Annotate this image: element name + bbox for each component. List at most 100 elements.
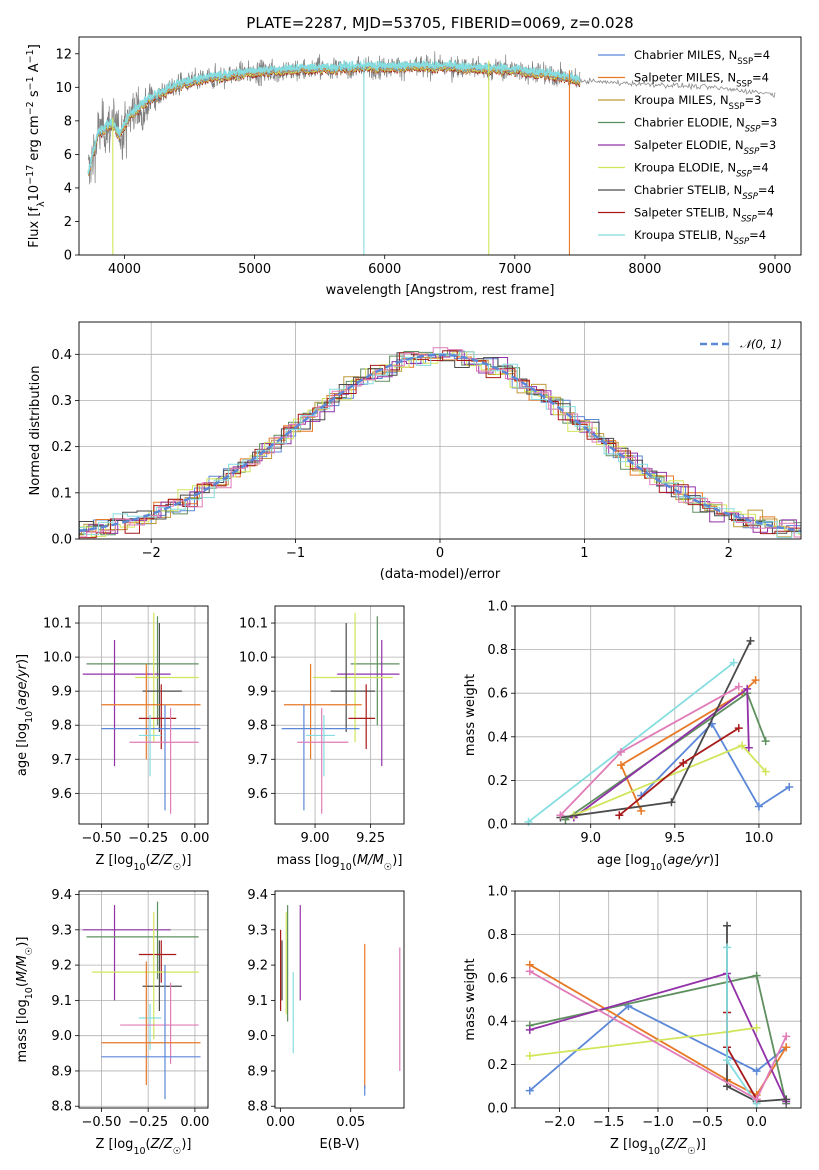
y-tick-label: 10.1 <box>239 617 268 632</box>
y-tick-label: 9.0 <box>51 1029 72 1044</box>
y-tick-label: 2 <box>64 215 72 230</box>
weight-point-marker <box>734 724 743 733</box>
axes-frame <box>514 605 802 825</box>
y-tick-label: 9.8 <box>247 719 268 734</box>
y-tick-label: 0.2 <box>487 1058 508 1073</box>
normal-reference-curve <box>78 353 802 533</box>
axes-frame <box>78 36 802 256</box>
weight-point-marker <box>752 1095 761 1104</box>
weight-point-marker <box>723 943 732 952</box>
y-tick-label: 6 <box>64 148 72 163</box>
y-tick-label: 9.6 <box>51 787 72 802</box>
legend-label: Chabrier ELODIE, NSSP=3 <box>634 116 777 135</box>
weight-point-marker <box>729 658 738 667</box>
x-tick-label: −0.50 <box>82 1115 122 1130</box>
y-tick-label: 0.4 <box>487 730 508 745</box>
weight-point-marker <box>761 767 770 776</box>
weight-point-marker <box>637 806 646 815</box>
weight-point-marker <box>734 682 743 691</box>
y-tick-label: 8.8 <box>51 1100 72 1115</box>
x-tick-label: 9.0 <box>580 831 601 846</box>
weight-point-marker <box>752 1023 761 1032</box>
x-axis-label: age [log10(age/yr)] <box>597 853 719 873</box>
weight-point-marker <box>744 743 753 752</box>
y-tick-label: 0.1 <box>51 486 72 501</box>
x-tick-label: 0 <box>436 546 444 561</box>
x-tick-label: −0.25 <box>128 1115 168 1130</box>
z-mass-panel: −0.50 −0.25 0.00 8.8 8.9 9.0 9.1 9.2 9.3 9.4 Z [lo… <box>15 888 209 1156</box>
weight-point-marker <box>751 676 760 685</box>
y-tick-label: 9.7 <box>247 753 268 768</box>
weight-point-marker <box>525 1086 534 1095</box>
model-tail-line <box>579 77 776 99</box>
legend-label: Kroupa ELODIE, NSSP=4 <box>634 161 769 180</box>
x-tick-label: −1 <box>286 546 305 561</box>
legend-label: 𝒩(0, 1) <box>740 337 782 351</box>
weight-point-marker <box>525 967 534 976</box>
x-tick-label: −2 <box>142 546 161 561</box>
weight-series-line <box>529 1004 787 1092</box>
weight-point-marker <box>679 758 688 767</box>
y-tick-label: 9.7 <box>51 753 72 768</box>
weight-point-marker <box>525 1025 534 1034</box>
y-tick-label: 9.4 <box>51 888 72 903</box>
y-axis-label: Flux [fλ10−17 erg cm−2 s−1 A−1] <box>25 44 47 248</box>
y-axis-label: mass weight <box>463 958 478 1040</box>
x-tick-label: −1.0 <box>642 1115 674 1130</box>
model-spectrum-line <box>87 59 581 175</box>
weight-point-marker <box>782 1043 791 1052</box>
y-tick-label: 0.0 <box>487 1102 508 1117</box>
y-axis-label: Normed distribution <box>28 366 43 496</box>
y-tick-label: 8.9 <box>247 1064 268 1079</box>
y-tick-label: 9.9 <box>247 685 268 700</box>
y-tick-label: 0.6 <box>487 687 508 702</box>
x-tick-label: −0.5 <box>692 1115 724 1130</box>
y-tick-label: 0.4 <box>51 348 72 363</box>
y-tick-label: 9.4 <box>247 888 268 903</box>
x-tick-label: 9000 <box>758 262 791 277</box>
x-tick-label: 4000 <box>108 262 141 277</box>
legend-label: Salpeter STELIB, NSSP=4 <box>634 206 774 225</box>
x-tick-label: 0.05 <box>336 1115 365 1130</box>
weight-point-marker <box>524 817 533 826</box>
weight-point-marker <box>754 802 763 811</box>
x-axis-label: Z [log10(Z/Z☉)] <box>610 1137 706 1157</box>
axes-frame <box>514 890 802 1109</box>
y-tick-label: 9.2 <box>247 959 268 974</box>
x-tick-label: 5000 <box>238 262 271 277</box>
weight-point-marker <box>723 921 732 930</box>
residual-histogram <box>79 350 801 539</box>
weight-point-marker <box>782 1032 791 1041</box>
y-axis-label: mass [log10(M/M☉)] <box>15 937 35 1063</box>
y-tick-label: 10.1 <box>43 617 72 632</box>
y-tick-label: 0.0 <box>51 533 72 548</box>
x-tick-label: 1 <box>580 546 588 561</box>
weight-point-marker <box>738 741 747 750</box>
weight-point-marker <box>615 811 624 820</box>
x-tick-label: 8000 <box>628 262 661 277</box>
x-tick-label: 7000 <box>498 262 531 277</box>
x-tick-label: 2 <box>725 546 733 561</box>
mass-age-panel: 9.00 9.25 9.6 9.7 9.8 9.9 10.0 10.1 mass [log10(… <box>239 605 405 873</box>
x-tick-label: −0.50 <box>82 831 122 846</box>
y-tick-label: 9.8 <box>51 719 72 734</box>
weight-series-line <box>640 722 790 808</box>
x-axis-label: wavelength [Angstrom, rest frame] <box>326 283 555 298</box>
weight-point-marker <box>616 761 625 770</box>
y-tick-label: 1.0 <box>487 885 508 900</box>
y-tick-label: 8.9 <box>51 1064 72 1079</box>
x-axis-label: Z [log10(Z/Z☉)] <box>96 1137 192 1157</box>
y-tick-label: 9.1 <box>51 994 72 1009</box>
legend-label: Salpeter ELODIE, NSSP=3 <box>634 138 776 157</box>
y-tick-label: 10.0 <box>43 651 72 666</box>
age-weight-panel: 9.0 9.5 10.0 0.0 0.2 0.4 0.6 0.8 1.0 age [log10(a… <box>463 600 802 873</box>
spectrum-panel: 4000 5000 6000 7000 8000 9000 0 2 4 6 8 10 12 wavelen… <box>25 36 802 298</box>
weight-point-marker <box>616 748 625 757</box>
weight-point-marker <box>723 1056 732 1065</box>
axes-frame <box>78 890 209 1109</box>
legend-label: Salpeter MILES, NSSP=4 <box>634 71 769 90</box>
y-tick-label: 10.0 <box>239 651 268 666</box>
y-tick-label: 9.3 <box>51 923 72 938</box>
axes-frame <box>78 605 209 825</box>
axes-frame <box>274 605 405 825</box>
